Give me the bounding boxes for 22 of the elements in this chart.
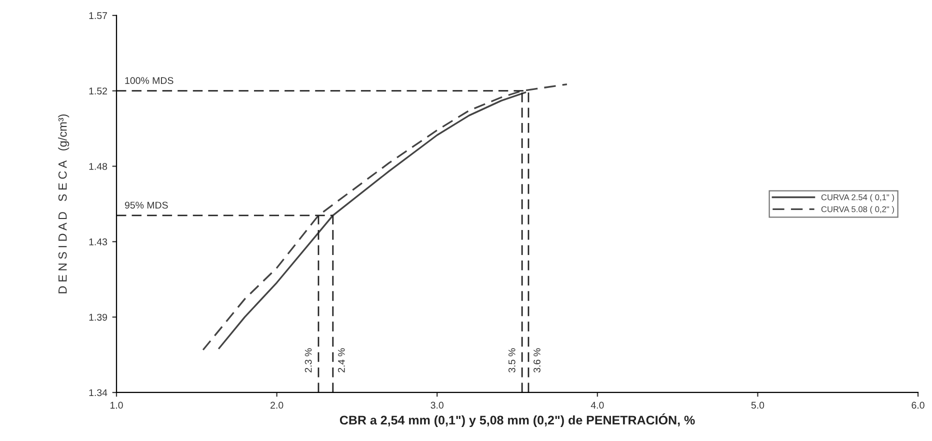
y-tick-label: 1.43 <box>89 238 108 246</box>
x-tick-label: 3.0 <box>430 402 444 409</box>
legend-label: CURVA 2.54 ( 0,1" ) <box>821 194 894 202</box>
y-tick-label: 1.57 <box>89 12 107 20</box>
ref-line-label: 2.3 % <box>304 348 312 372</box>
y-axis-title: D E N S I D A D S E C A (g/cm³) <box>58 114 70 294</box>
y-tick-label: 1.52 <box>89 88 107 94</box>
x-tick-label: 2.0 <box>270 402 284 409</box>
x-tick-label: 5.0 <box>751 402 764 409</box>
x-axis-title: CBR a 2,54 mm (0,1") y 5,08 mm (0,2") de PENETRACIÓN, % <box>340 413 695 428</box>
y-tick-label: 1.48 <box>89 162 108 170</box>
x-tick-label: 4.0 <box>590 402 604 409</box>
ref-line-label: 3.5 % <box>508 348 516 372</box>
y-tick-label: 1.34 <box>89 389 108 396</box>
y-tick-label: 1.39 <box>89 314 108 321</box>
x-tick-label: 1.0 <box>110 402 123 409</box>
ref-line-label: 3.6 % <box>534 348 540 372</box>
ref-line-label: 100% MDS <box>125 77 174 84</box>
ref-line-label: 95% MDS <box>124 202 168 209</box>
legend-label: CURVA 5.08 ( 0,2" ) <box>821 206 894 214</box>
x-tick-label: 6.0 <box>912 402 924 409</box>
ref-line-label: 2.4 % <box>338 348 345 372</box>
